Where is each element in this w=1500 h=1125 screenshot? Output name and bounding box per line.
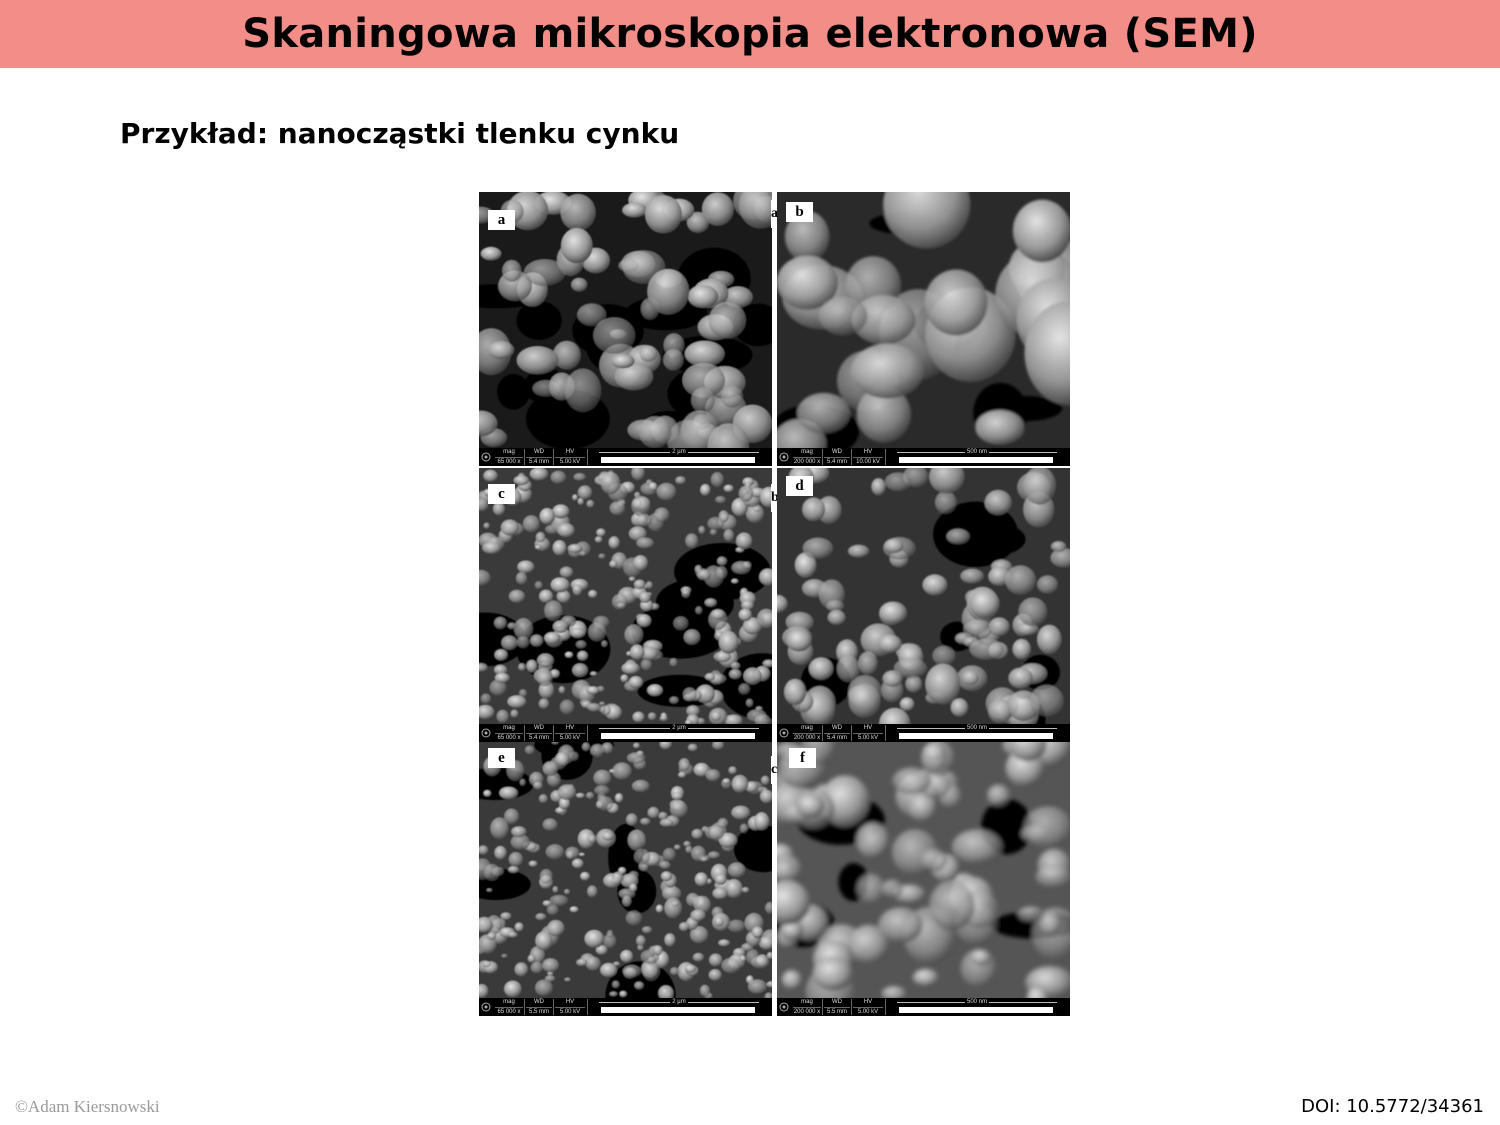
sem-info-bar: mag 200 000 x WD 5.4 mm HV 10.00 kV 500 nm xyxy=(777,448,1070,466)
mag-field: mag 65 000 x xyxy=(495,725,523,742)
wd-field: WD 5.4 mm xyxy=(526,725,552,742)
panel-label: b xyxy=(786,202,813,222)
wd-field: WD 5.4 mm xyxy=(526,449,552,466)
fei-logo-icon xyxy=(481,1002,491,1012)
sem-panel-d: d mag 200 000 x WD 5.4 mm HV 5.00 kV 500 nm xyxy=(777,468,1070,742)
fei-logo-icon xyxy=(779,452,789,462)
sem-micrograph-image xyxy=(479,742,772,998)
clipped-edge-label: a xyxy=(771,200,777,228)
hv-field: HV 5.00 kV xyxy=(853,725,883,742)
sem-figure: a mag 65 000 x WD 5.4 mm HV 5.00 kV 2 µm b … xyxy=(479,192,1071,1016)
hv-field: HV 5.00 kV xyxy=(555,999,585,1016)
sem-panel-f: f mag 200 000 x WD 5.5 mm HV 5.00 kV 500 nm xyxy=(777,742,1070,1016)
scale-bar xyxy=(601,457,755,463)
hv-field: HV 5.00 kV xyxy=(555,449,585,466)
scale-bar xyxy=(899,1007,1053,1013)
mag-field: mag 200 000 x xyxy=(793,999,821,1015)
fei-logo-icon xyxy=(779,728,789,738)
scale-bar xyxy=(601,733,755,739)
slide-title: Skaningowa mikroskopia elektronowa (SEM) xyxy=(242,11,1258,57)
sem-panel-c: c mag 65 000 x WD 5.4 mm HV 5.00 kV 2 µm xyxy=(479,468,772,742)
wd-field: WD 5.4 mm xyxy=(824,725,850,742)
panel-label: e xyxy=(488,748,515,768)
sem-panel-b: b mag 200 000 x WD 5.4 mm HV 10.00 kV 500 n… xyxy=(777,192,1070,466)
wd-field: WD 5.5 mm xyxy=(824,999,850,1016)
hv-field: HV 5.00 kV xyxy=(555,725,585,742)
sem-micrograph-image xyxy=(479,468,772,724)
scale-bar xyxy=(899,733,1053,739)
sem-panel-e: e mag 65 000 x WD 5.5 mm HV 5.00 kV 2 µm xyxy=(479,742,772,1016)
sem-micrograph-image xyxy=(479,192,772,448)
scale-bar-label: 2 µm xyxy=(670,999,688,1005)
scale-bar-label: 2 µm xyxy=(670,449,688,455)
sem-info-bar: mag 200 000 x WD 5.4 mm HV 5.00 kV 500 nm xyxy=(777,724,1070,742)
scale-bar-label: 2 µm xyxy=(670,725,688,731)
mag-field: mag 65 000 x xyxy=(495,449,523,466)
slide-subtitle: Przykład: nanocząstki tlenku cynku xyxy=(120,117,680,150)
wd-field: WD 5.5 mm xyxy=(526,999,552,1016)
mag-field: mag 200 000 x xyxy=(793,725,821,741)
scale-bar xyxy=(899,457,1053,463)
scale-bar-label: 500 nm xyxy=(964,449,989,455)
panel-label: c xyxy=(488,484,515,504)
mag-field: mag 65 000 x xyxy=(495,999,523,1016)
hv-field: HV 10.00 kV xyxy=(853,449,883,466)
sem-micrograph-image xyxy=(777,468,1070,724)
sem-micrograph-image xyxy=(777,192,1070,448)
fei-logo-icon xyxy=(779,1002,789,1012)
panel-label: f xyxy=(789,748,816,768)
clipped-edge-label: c xyxy=(771,756,777,784)
doi-reference: DOI: 10.5772/34361 xyxy=(1301,1096,1484,1117)
sem-micrograph-image xyxy=(777,742,1070,998)
clipped-edge-label: b xyxy=(771,484,777,512)
sem-info-bar: mag 200 000 x WD 5.5 mm HV 5.00 kV 500 nm xyxy=(777,998,1070,1016)
scale-bar xyxy=(601,1007,755,1013)
author-credit: ©Adam Kiersnowski xyxy=(15,1097,160,1116)
fei-logo-icon xyxy=(481,728,491,738)
panel-label: d xyxy=(786,476,813,496)
sem-info-bar: mag 65 000 x WD 5.5 mm HV 5.00 kV 2 µm xyxy=(479,998,772,1016)
mag-field: mag 200 000 x xyxy=(793,449,821,465)
scale-bar-label: 500 nm xyxy=(964,725,989,731)
hv-field: HV 5.00 kV xyxy=(853,999,883,1016)
fei-logo-icon xyxy=(481,452,491,462)
wd-field: WD 5.4 mm xyxy=(824,449,850,466)
sem-panel-a: a mag 65 000 x WD 5.4 mm HV 5.00 kV 2 µm xyxy=(479,192,772,466)
slide-header: Skaningowa mikroskopia elektronowa (SEM) xyxy=(0,0,1500,68)
panel-label: a xyxy=(488,210,515,230)
sem-info-bar: mag 65 000 x WD 5.4 mm HV 5.00 kV 2 µm xyxy=(479,724,772,742)
scale-bar-label: 500 nm xyxy=(964,999,989,1005)
sem-info-bar: mag 65 000 x WD 5.4 mm HV 5.00 kV 2 µm xyxy=(479,448,772,466)
